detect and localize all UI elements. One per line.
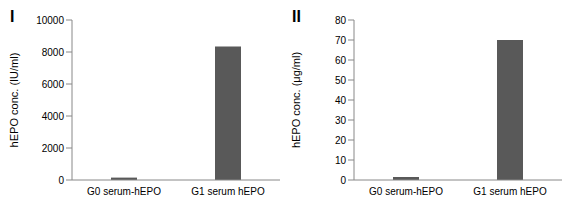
- svg-text:hEPO conc. (IU/ml): hEPO conc. (IU/ml): [8, 53, 20, 148]
- svg-text:10000: 10000: [36, 15, 64, 26]
- svg-text:G1 serum hEPO: G1 serum hEPO: [191, 186, 265, 197]
- svg-text:70: 70: [335, 35, 347, 46]
- svg-text:6000: 6000: [42, 79, 65, 90]
- svg-text:G1 serum hEPO: G1 serum hEPO: [473, 186, 547, 197]
- svg-text:G0 serum-hEPO: G0 serum-hEPO: [369, 186, 443, 197]
- html-text:I: I: [10, 8, 15, 25]
- svg-text:4000: 4000: [42, 111, 65, 122]
- svg-text:80: 80: [335, 15, 347, 26]
- svg-text:G0 serum-hEPO: G0 serum-hEPO: [87, 186, 161, 197]
- svg-text:hEPO conc. (μg/ml): hEPO conc. (μg/ml): [290, 52, 302, 148]
- html-text:II: II: [292, 8, 301, 25]
- svg-text:30: 30: [335, 115, 347, 126]
- svg-text:8000: 8000: [42, 47, 65, 58]
- svg-text:20: 20: [335, 135, 347, 146]
- svg-text:50: 50: [335, 75, 347, 86]
- svg-text:0: 0: [58, 175, 64, 186]
- svg-text:60: 60: [335, 55, 347, 66]
- svg-text:40: 40: [335, 95, 347, 106]
- svg-text:10: 10: [335, 155, 347, 166]
- svg-text:0: 0: [340, 175, 346, 186]
- svg-text:2000: 2000: [42, 143, 65, 154]
